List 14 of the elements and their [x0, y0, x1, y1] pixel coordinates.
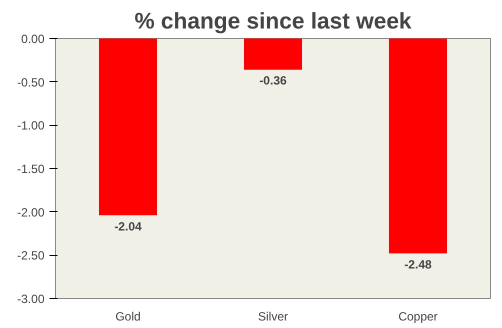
data-label: -0.36 [259, 74, 287, 88]
y-tick-label: 0.00 [21, 32, 45, 46]
x-tick-label: Copper [398, 310, 438, 324]
y-tick-label: -1.50 [17, 162, 45, 176]
y-tick-label: -0.50 [17, 75, 45, 90]
x-tick-label: Silver [258, 310, 288, 324]
data-label: -2.04 [114, 219, 142, 234]
chart-title: % change since last week [134, 8, 412, 34]
data-label: -2.48 [404, 257, 432, 272]
y-tick-label: -2.00 [17, 205, 45, 220]
y-tick-label: -3.00 [17, 292, 45, 306]
y-tick-label: -2.50 [17, 248, 45, 263]
y-tick-label: -1.00 [17, 118, 45, 133]
x-tick-label: Gold [115, 310, 141, 324]
